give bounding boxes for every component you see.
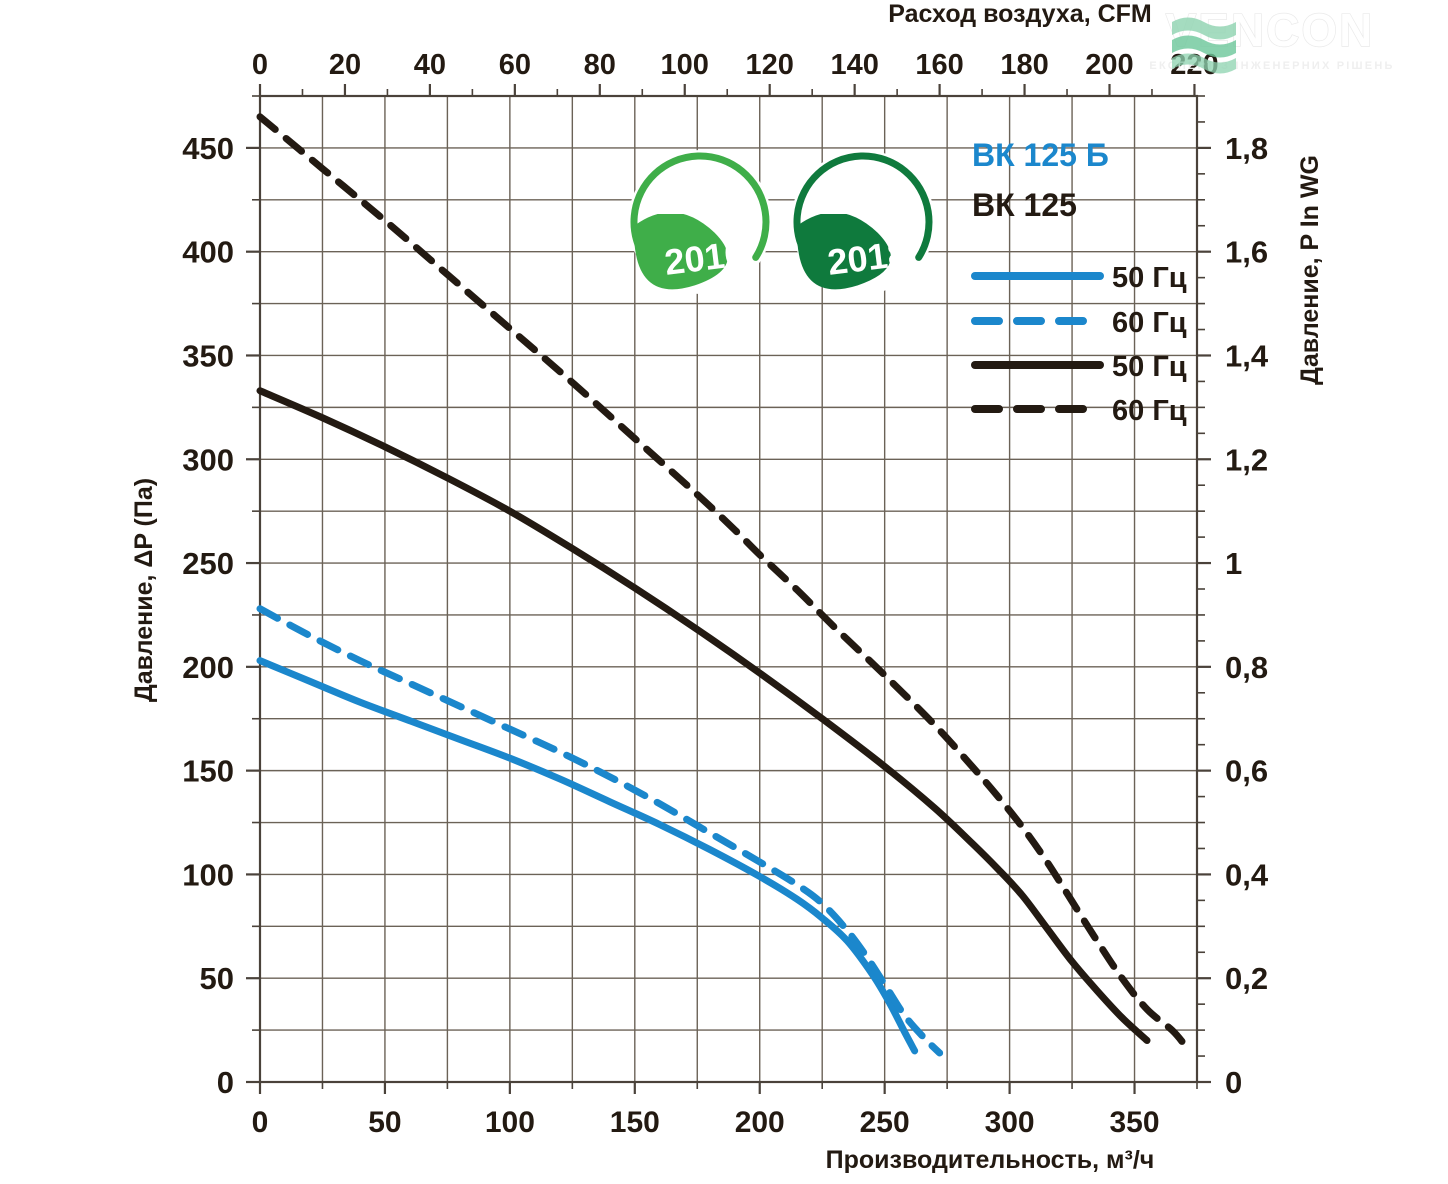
data-curve (256, 657, 919, 1055)
data-curve (256, 113, 1189, 1049)
y-tick-label-right: 0,4 (1225, 857, 1269, 892)
y-tick-label-left: 0 (217, 1065, 234, 1100)
legend-entry: 60 Гц (971, 395, 1187, 427)
x-tick-label-top: 120 (746, 49, 794, 81)
legend-entry: 50 Гц (971, 351, 1187, 383)
y-tick-label-right: 1,8 (1225, 131, 1268, 166)
y-tick-label-right: 1,6 (1225, 235, 1268, 270)
y-tick-label-left: 450 (182, 131, 234, 166)
y-tick-label-left: 400 (182, 235, 234, 270)
x-tick-label-top: 0 (252, 49, 268, 81)
x-tick-label-bottom: 0 (252, 1106, 269, 1139)
x-tick-label-bottom: 100 (485, 1106, 535, 1139)
x-tick-label-bottom: 300 (985, 1106, 1035, 1139)
x-tick-label-bottom: 350 (1110, 1106, 1160, 1139)
watermark-logo-icon (1172, 17, 1236, 74)
x-tick-label-top: 140 (830, 49, 878, 81)
erp-badge: ErP 2016 (628, 150, 772, 294)
right-axis-title: Давление, P In WG (1296, 155, 1324, 385)
legend-label: 50 Гц (1112, 262, 1187, 294)
legend-model-blue: ВК 125 Б (972, 137, 1109, 173)
x-tick-label-bottom: 200 (735, 1106, 785, 1139)
x-tick-label-top: 60 (499, 49, 531, 81)
x-tick-label-top: 200 (1085, 49, 1133, 81)
erp-badge: ErP 2018 (791, 150, 935, 294)
badge-leaf (796, 212, 891, 290)
badge-year: 2016 (662, 232, 746, 282)
y-tick-label-left: 50 (200, 961, 234, 996)
axis-ticks (246, 84, 1211, 1094)
y-tick-label-left: 350 (182, 338, 234, 373)
y-tick-label-right: 0,6 (1225, 754, 1268, 789)
legend-entry: 50 Гц (971, 262, 1187, 294)
chart-legend: ВК 125 Б ВК 125 50 Гц 60 Гц 50 Гц 60 Гц (971, 137, 1187, 427)
data-curve (256, 605, 944, 1057)
y-tick-label-right: 1,2 (1225, 442, 1268, 477)
x-tick-label-top: 40 (414, 49, 446, 81)
badge-year: 2018 (825, 232, 909, 282)
bottom-axis-title: Производительность, м³/ч (826, 1146, 1155, 1174)
y-tick-label-right: 1 (1225, 546, 1242, 581)
x-tick-label-bottom: 150 (610, 1106, 660, 1139)
data-curves (256, 113, 1189, 1057)
x-tick-label-top: 180 (1000, 49, 1048, 81)
top-axis-title: Расход воздуха, CFM (888, 0, 1152, 28)
y-tick-label-left: 150 (182, 754, 234, 789)
y-tick-label-right: 0 (1225, 1065, 1242, 1100)
x-tick-label-top: 160 (915, 49, 963, 81)
y-tick-label-right: 0,8 (1225, 650, 1268, 685)
x-tick-label-bottom: 250 (860, 1106, 910, 1139)
legend-model-black: ВК 125 (972, 187, 1077, 223)
badge-name: ErP (652, 168, 742, 226)
y-tick-label-left: 200 (182, 650, 234, 685)
badge-leaf (633, 212, 728, 290)
badge-ring (630, 152, 770, 265)
badge-name: ErP (815, 168, 905, 226)
y-tick-label-left: 300 (182, 442, 234, 477)
y-tick-label-right: 1,4 (1225, 338, 1269, 373)
left-axis-title: Давление, ΔP (Па) (130, 478, 158, 702)
erp-badges: ErP 2016 ErP 2018 (628, 150, 935, 294)
data-curve (256, 387, 1151, 1044)
x-tick-label-top: 20 (329, 49, 361, 81)
legend-label: 60 Гц (1112, 395, 1187, 427)
legend-entry: 60 Гц (971, 307, 1187, 339)
x-tick-label-bottom: 50 (368, 1106, 401, 1139)
y-tick-label-left: 250 (182, 546, 234, 581)
badge-ring (793, 152, 933, 265)
x-tick-label-top: 80 (584, 49, 616, 81)
y-tick-label-right: 0,2 (1225, 961, 1268, 996)
legend-label: 60 Гц (1112, 307, 1187, 339)
watermark: VENCON ЕКСПЕРТ З ІНЖЕНЕРНИХ РІШЕНЬ (1149, 3, 1392, 74)
legend-label: 50 Гц (1112, 351, 1187, 383)
y-tick-label-left: 100 (182, 857, 234, 892)
x-tick-label-top: 100 (661, 49, 709, 81)
